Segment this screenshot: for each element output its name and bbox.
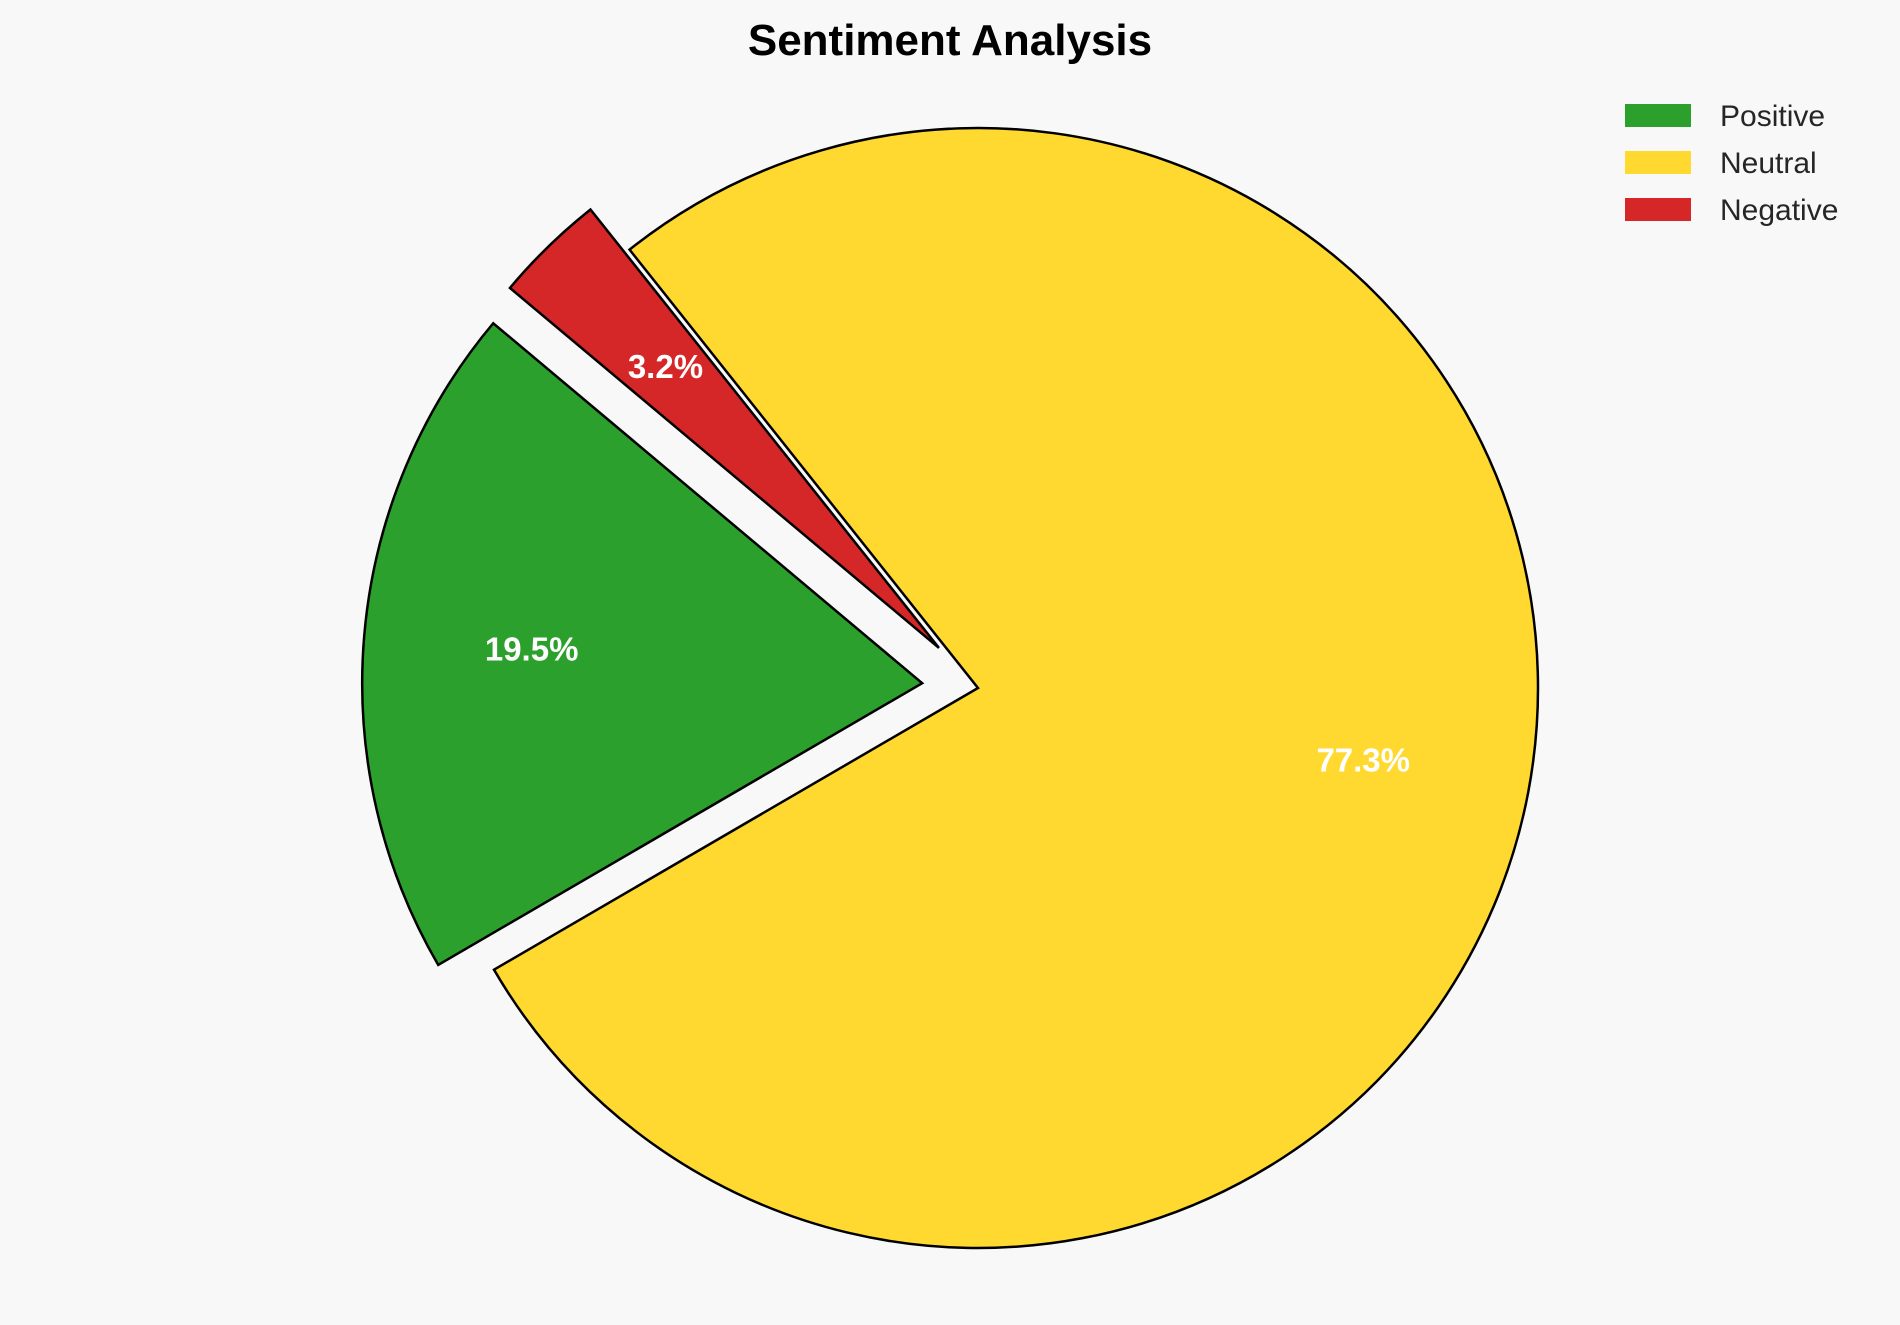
legend-swatch-negative [1625,198,1691,221]
legend-swatch-positive [1625,104,1691,127]
chart-title: Sentiment Analysis [748,16,1152,65]
pie-label-neutral: 77.3% [1316,742,1410,779]
legend-label-negative: Negative [1720,194,1838,227]
pie-slice-negative [508,207,940,649]
legend: Positive Neutral Negative [1625,100,1838,227]
legend-label-neutral: Neutral [1720,147,1817,180]
pie-slice-neutral [492,126,1540,1250]
legend-label-positive: Positive [1720,100,1825,133]
legend-swatch-neutral [1625,151,1691,174]
pie-label-negative: 3.2% [628,348,703,385]
pie-label-positive: 19.5% [485,631,579,668]
pie-slice-positive [360,321,925,967]
